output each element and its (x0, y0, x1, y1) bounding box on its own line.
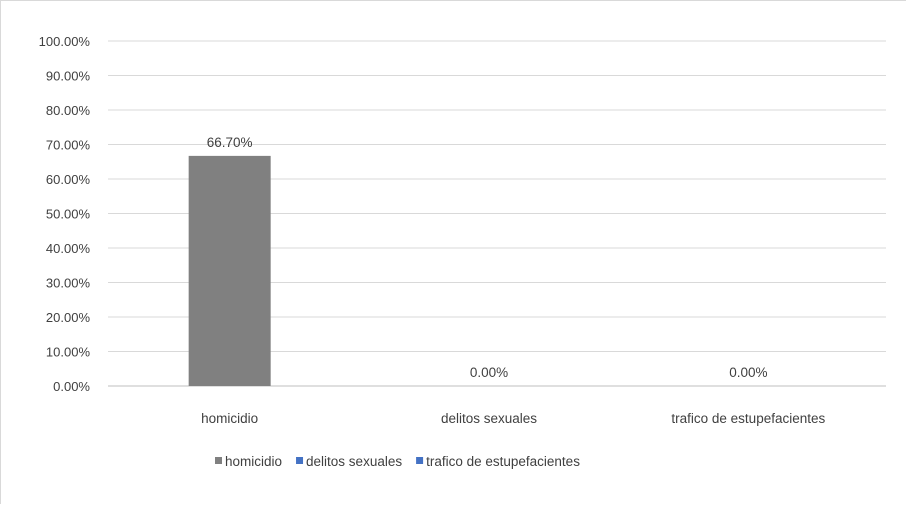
y-tick-label: 20.00% (46, 310, 91, 325)
x-category-label: delitos sexuales (441, 411, 537, 426)
data-labels: 66.70% 0.00% 0.00% (207, 135, 768, 380)
bars (188, 155, 271, 386)
data-label: 66.70% (207, 135, 253, 150)
y-tick-label: 50.00% (46, 207, 91, 222)
y-tick-label: 60.00% (46, 172, 91, 187)
y-tick-label: 100.00% (39, 34, 91, 49)
data-label: 0.00% (729, 365, 767, 380)
y-tick-label: 80.00% (46, 103, 91, 118)
y-tick-label: 30.00% (46, 276, 91, 291)
y-tick-label: 10.00% (46, 345, 91, 360)
x-axis-categories: homicidio delitos sexuales trafico de estu… (201, 411, 825, 426)
legend-label: trafico de estupefacientes (426, 454, 580, 469)
y-tick-label: 0.00% (53, 379, 90, 394)
bar-homicidio (188, 155, 271, 386)
legend-swatch (416, 457, 424, 464)
legend-label: delitos sexuales (306, 454, 402, 469)
legend: homicidio delitos sexuales trafico de estu… (215, 454, 580, 469)
x-category-label: homicidio (201, 411, 258, 426)
y-tick-label: 40.00% (46, 241, 91, 256)
y-axis-ticks: 0.00% 10.00% 20.00% 30.00% 40.00% 50.00% 60.00… (39, 34, 91, 394)
legend-swatch (296, 457, 304, 464)
y-tick-label: 90.00% (46, 69, 91, 84)
y-tick-label: 70.00% (46, 138, 91, 153)
gridlines (108, 40, 886, 387)
data-label: 0.00% (470, 365, 508, 380)
legend-swatch (215, 457, 222, 464)
x-category-label: trafico de estupefacientes (671, 411, 825, 426)
legend-label: homicidio (225, 454, 282, 469)
